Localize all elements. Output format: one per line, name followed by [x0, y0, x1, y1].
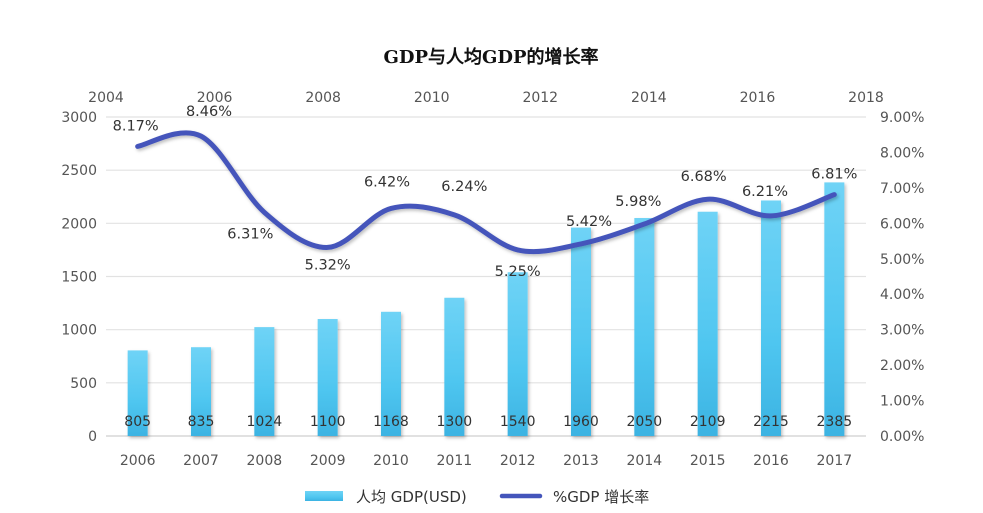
- line-data-label: 8.17%: [113, 118, 159, 134]
- bar-data-label: 2385: [817, 414, 853, 430]
- bar-data-labels: 805 835 1024 1100 1168 1300 1540 1960 2050 2109 22…: [124, 414, 852, 430]
- bar: [317, 319, 338, 436]
- bar: [381, 311, 401, 436]
- legend-bar-label: 人均 GDP(USD): [356, 488, 467, 506]
- line-data-label: 6.68%: [681, 169, 727, 185]
- left-axis-tick-label: 500: [70, 376, 97, 392]
- bottom-axis-tick-label: 2008: [247, 453, 283, 469]
- bar: [507, 272, 528, 436]
- bar: [634, 218, 655, 436]
- line-data-label: 6.31%: [227, 226, 273, 242]
- legend-line-label: %GDP 增长率: [553, 488, 649, 506]
- bar-series: [127, 182, 845, 436]
- line-data-label: 5.42%: [566, 214, 612, 230]
- right-axis-tick-label: 8.00%: [880, 145, 924, 161]
- bottom-axis-tick-label: 2007: [183, 453, 219, 469]
- left-axis-tick-label: 1500: [61, 270, 97, 286]
- top-axis-tick-label: 2018: [848, 90, 884, 106]
- bar-data-label: 1960: [563, 414, 599, 430]
- left-axis-tick-label: 3000: [61, 110, 97, 126]
- line-data-label: 5.25%: [495, 264, 541, 280]
- top-axis-tick-label: 2012: [522, 90, 558, 106]
- top-axis-tick-label: 2006: [197, 90, 233, 106]
- left-axis-tick-label: 2000: [61, 216, 97, 232]
- bar-data-label: 1168: [373, 414, 409, 430]
- bar-data-label: 805: [124, 414, 151, 430]
- bar-data-label: 2215: [753, 414, 789, 430]
- bottom-axis-tick-label: 2006: [120, 453, 156, 469]
- right-axis-tick-label: 1.00%: [880, 394, 924, 410]
- bottom-axis-tick-label: 2014: [627, 453, 663, 469]
- bar-data-label: 1300: [437, 414, 473, 430]
- top-axis-tick-label: 2004: [88, 90, 124, 106]
- bar: [824, 182, 845, 436]
- right-axis-tick-label: 6.00%: [880, 216, 924, 232]
- bar-data-label: 1100: [310, 414, 346, 430]
- bottom-axis-tick-label: 2016: [753, 453, 789, 469]
- right-axis-tick-label: 0.00%: [880, 429, 924, 445]
- line-data-label: 5.32%: [305, 257, 351, 273]
- top-axis: 2004 2006 2008 2010 2012 2014 2016 2018: [88, 90, 884, 106]
- left-axis-tick-label: 2500: [61, 163, 97, 179]
- top-axis-tick-label: 2014: [631, 90, 667, 106]
- bottom-axis-tick-label: 2009: [310, 453, 346, 469]
- top-axis-tick-label: 2010: [414, 90, 450, 106]
- line-data-label: 8.46%: [186, 104, 232, 120]
- bottom-axis: 2006 2007 2008 2009 2010 2011 2012 2013 2014 2015…: [120, 453, 852, 469]
- line-data-label: 6.81%: [811, 167, 857, 183]
- chart-title: GDP与人均GDP的增长率: [383, 46, 598, 68]
- bar: [761, 200, 781, 436]
- bar-data-label: 2109: [690, 414, 726, 430]
- bottom-axis-tick-label: 2011: [437, 453, 473, 469]
- bar: [254, 327, 275, 436]
- bottom-axis-tick-label: 2010: [373, 453, 409, 469]
- gridlines: [106, 116, 866, 437]
- right-axis-tick-label: 3.00%: [880, 323, 924, 339]
- bar-data-label: 1540: [500, 414, 536, 430]
- right-axis-tick-label: 7.00%: [880, 181, 924, 197]
- legend: 人均 GDP(USD) %GDP 增长率: [305, 488, 649, 506]
- right-axis-tick-label: 4.00%: [880, 287, 924, 303]
- bar: [127, 350, 148, 436]
- bottom-axis-tick-label: 2013: [563, 453, 599, 469]
- legend-bar-swatch: [305, 491, 343, 501]
- bar-data-label: 1024: [247, 414, 283, 430]
- bottom-axis-tick-label: 2017: [817, 453, 853, 469]
- left-axis-tick-label: 1000: [61, 323, 97, 339]
- line-data-label: 5.98%: [615, 194, 661, 210]
- right-axis-tick-label: 5.00%: [880, 252, 924, 268]
- bar: [444, 297, 465, 436]
- line-series: [135, 130, 837, 255]
- line-data-label: 6.21%: [742, 184, 788, 200]
- top-axis-tick-label: 2016: [740, 90, 776, 106]
- line-data-label: 6.24%: [441, 179, 487, 195]
- line-data-label: 6.42%: [364, 174, 410, 190]
- bottom-axis-tick-label: 2012: [500, 453, 536, 469]
- bar: [191, 347, 211, 436]
- right-axis-tick-label: 2.00%: [880, 358, 924, 374]
- left-axis: 0 500 1000 1500 2000 2500 3000: [61, 110, 97, 445]
- bar-data-label: 835: [188, 414, 215, 430]
- right-axis: 0.00% 1.00% 2.00% 3.00% 4.00% 5.00% 6.00% 7.00%…: [880, 110, 924, 445]
- bar: [571, 227, 591, 436]
- growth-rate-line: [135, 130, 837, 255]
- bar-data-label: 2050: [627, 414, 663, 430]
- left-axis-tick-label: 0: [88, 429, 97, 445]
- bottom-axis-tick-label: 2015: [690, 453, 726, 469]
- line-data-labels: 8.17% 8.46% 6.31% 5.32% 6.42% 6.24% 5.25% 5.42%…: [113, 104, 858, 280]
- right-axis-tick-label: 9.00%: [880, 110, 924, 126]
- top-axis-tick-label: 2008: [305, 90, 341, 106]
- bar: [697, 211, 718, 436]
